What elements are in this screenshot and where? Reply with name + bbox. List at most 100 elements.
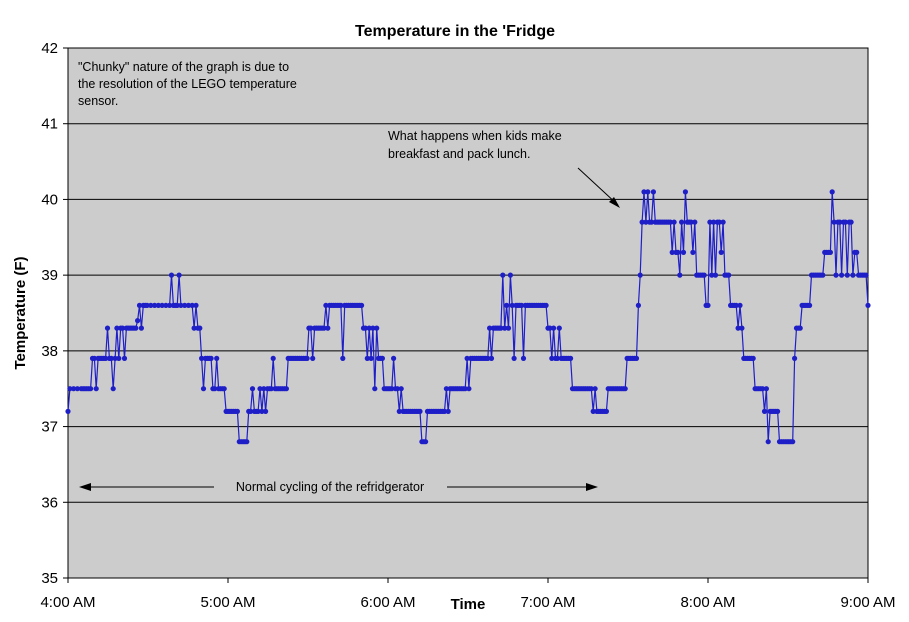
data-point (669, 249, 675, 255)
y-axis-ticks: 35 36 37 38 39 40 41 42 (41, 40, 68, 587)
data-point (248, 408, 254, 414)
data-point (396, 408, 402, 414)
kids-note-line-2: breakfast and pack lunch. (388, 147, 530, 161)
kids-note-arrow (577, 167, 619, 206)
chart-title: Temperature in the 'Fridge (355, 23, 555, 40)
data-point (807, 302, 813, 308)
data-point (850, 272, 856, 278)
data-point (257, 386, 263, 392)
data-point (398, 386, 404, 392)
data-point (104, 325, 111, 331)
data-point (91, 355, 97, 361)
x-axis-ticks: 4:00 AM 5:00 AM 6:00 AM 7:00 AM 8:00 AM 9:00 … (40, 578, 896, 611)
data-point (842, 219, 849, 225)
data-point (667, 219, 674, 225)
data-point (185, 302, 192, 308)
data-point (829, 189, 835, 195)
kids-note-line-1: What happens when kids make (388, 129, 562, 143)
y-tick-label: 38 (41, 343, 58, 360)
data-point (820, 272, 826, 278)
data-point (176, 272, 182, 278)
data-point (138, 325, 144, 331)
data-point (112, 355, 118, 361)
data-point (735, 325, 741, 331)
y-tick-label: 36 (41, 494, 58, 511)
data-point (603, 408, 610, 414)
data-point (114, 325, 120, 331)
data-point (208, 355, 214, 361)
data-point (737, 302, 743, 308)
data-point (680, 249, 687, 255)
data-point (152, 302, 158, 308)
data-point (760, 386, 766, 392)
data-point (500, 272, 506, 278)
data-point (839, 272, 845, 278)
y-tick-label: 41 (41, 116, 58, 133)
data-point (389, 386, 395, 392)
data-point (720, 219, 726, 225)
data-point (259, 408, 265, 414)
data-point (543, 302, 549, 308)
x-tick-label: 4:00 AM (40, 594, 95, 611)
data-point (244, 439, 250, 445)
data-point (370, 325, 376, 331)
data-point (108, 355, 114, 361)
plot-area (67, 47, 869, 579)
data-point (707, 219, 713, 225)
data-point (485, 355, 491, 361)
data-point (308, 325, 314, 331)
data-point (462, 386, 468, 392)
normal-cycling-label: Normal cycling of the refridgerator (236, 480, 424, 494)
data-point (359, 302, 365, 308)
data-point (304, 355, 310, 361)
data-point (74, 386, 80, 392)
data-point (340, 355, 346, 361)
data-point (549, 355, 555, 361)
data-point (379, 355, 385, 361)
data-point (163, 302, 169, 308)
y-tick-label: 37 (41, 419, 58, 436)
data-point (212, 386, 218, 392)
data-point (633, 355, 640, 361)
data-point (844, 272, 850, 278)
data-point (763, 386, 770, 392)
data-point (765, 439, 771, 445)
x-tick-label: 6:00 AM (360, 594, 415, 611)
data-point (466, 386, 472, 392)
data-point (775, 408, 781, 414)
data-point (733, 302, 739, 308)
data-point (338, 302, 344, 308)
data-point (520, 355, 527, 361)
data-point (374, 325, 380, 331)
x-tick-label: 8:00 AM (680, 594, 735, 611)
data-point (622, 386, 628, 392)
data-point (679, 219, 685, 225)
data-point (168, 272, 175, 278)
data-point (797, 325, 803, 331)
data-point (712, 272, 719, 278)
data-point (200, 386, 207, 392)
data-point (362, 325, 368, 331)
data-point (761, 408, 768, 414)
data-point (863, 272, 869, 278)
y-tick-label: 40 (41, 191, 58, 208)
data-point (221, 386, 227, 392)
data-point (505, 325, 512, 331)
data-point (136, 302, 143, 308)
data-point (701, 272, 707, 278)
data-point (507, 272, 513, 278)
x-tick-label: 5:00 AM (200, 594, 255, 611)
data-point (504, 302, 510, 308)
data-point (67, 386, 73, 392)
data-point (639, 219, 645, 225)
chunky-note-line-3: sensor. (78, 94, 118, 108)
data-point (323, 302, 329, 308)
annotation-normal-cycling: Normal cycling of the refridgerator (79, 480, 598, 494)
data-point (103, 355, 109, 361)
data-point (498, 325, 504, 331)
data-point (120, 325, 126, 331)
data-point (366, 325, 372, 331)
data-point (263, 408, 269, 414)
data-point (556, 325, 562, 331)
